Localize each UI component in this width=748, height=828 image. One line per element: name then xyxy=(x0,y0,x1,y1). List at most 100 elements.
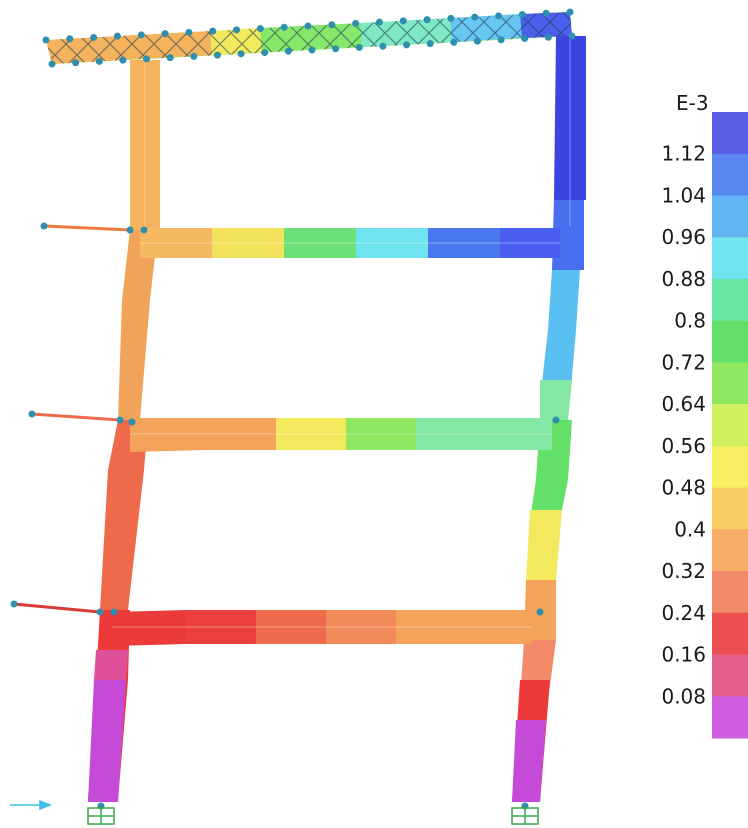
node-marker xyxy=(237,50,245,58)
node-marker xyxy=(375,18,383,26)
node-marker xyxy=(403,41,411,49)
legend-band xyxy=(712,612,748,656)
legend-band xyxy=(712,320,748,363)
node-marker xyxy=(161,30,169,38)
beam1-segment-4 xyxy=(326,610,396,644)
node-marker xyxy=(379,42,387,50)
legend-band xyxy=(712,404,748,447)
node-marker xyxy=(90,33,98,41)
node-marker xyxy=(473,37,481,45)
beam1-segment-5 xyxy=(396,610,466,644)
node-marker xyxy=(447,14,455,22)
node-marker xyxy=(304,22,312,30)
legend-tick-labels: 1.12 1.04 0.96 0.88 0.8 0.72 0.64 0.56 0.48 0.4 0.… xyxy=(661,142,706,709)
left-support xyxy=(87,807,115,825)
right-column-story3-lower xyxy=(540,380,572,420)
node-marker xyxy=(48,60,56,68)
node-marker xyxy=(28,410,36,418)
legend-tick-label: 0.08 xyxy=(661,684,706,708)
left-column-story3 xyxy=(118,230,158,420)
beam2-segment-5 xyxy=(416,418,486,450)
right-column-story3 xyxy=(540,270,580,400)
node-marker xyxy=(352,19,360,27)
node-marker xyxy=(96,608,104,616)
node-marker xyxy=(544,33,552,41)
legend-band xyxy=(712,529,748,572)
left-column-base xyxy=(88,680,126,802)
legend-band xyxy=(712,654,748,697)
legend-band xyxy=(712,153,748,196)
node-marker xyxy=(450,38,458,46)
beam3-segment-2 xyxy=(212,228,284,258)
node-marker xyxy=(568,32,576,40)
node-marker xyxy=(72,59,80,67)
legend-tick-label: 1.12 xyxy=(661,142,706,166)
beam1-segment-3 xyxy=(256,610,326,644)
beam2-segment-2 xyxy=(206,418,276,450)
roof-truss xyxy=(46,12,572,64)
node-marker xyxy=(521,35,529,43)
beam3-segment-5 xyxy=(428,228,500,258)
legend-tick-label: 1.04 xyxy=(661,183,706,207)
node-marker xyxy=(137,31,145,39)
node-marker xyxy=(213,51,221,59)
outrigger-level-2 xyxy=(31,412,121,422)
right-support xyxy=(511,807,539,825)
nodes xyxy=(10,8,576,810)
legend-tick-label: 0.24 xyxy=(661,601,706,625)
beam3-segment-6 xyxy=(500,228,560,258)
node-marker xyxy=(552,416,560,424)
legend-tick-label: 0.8 xyxy=(674,309,706,333)
legend-band xyxy=(712,571,748,614)
node-marker xyxy=(143,55,151,63)
node-marker xyxy=(332,45,340,53)
beam3-segment-4 xyxy=(356,228,428,258)
legend-band xyxy=(712,195,748,238)
node-marker xyxy=(308,46,316,54)
node-marker xyxy=(42,36,50,44)
node-marker xyxy=(185,28,193,36)
legend-band xyxy=(712,112,748,155)
roof-truss-bracing xyxy=(46,12,572,64)
node-marker xyxy=(423,16,431,24)
legend-band xyxy=(712,445,748,489)
node-marker xyxy=(328,21,336,29)
left-column xyxy=(88,60,160,802)
node-marker xyxy=(190,52,198,60)
beam2-segment-3 xyxy=(276,418,346,450)
node-marker xyxy=(536,608,544,616)
node-marker xyxy=(518,11,526,19)
node-marker xyxy=(542,9,550,17)
left-column-upper xyxy=(130,60,160,230)
node-marker xyxy=(113,32,121,40)
right-column-top xyxy=(554,36,586,200)
legend-tick-label: 0.88 xyxy=(661,267,706,291)
legend-color-bar xyxy=(712,112,748,739)
beam2-segment-1 xyxy=(130,418,206,452)
outrigger-level-3 xyxy=(43,224,131,232)
node-marker xyxy=(10,600,18,608)
node-marker xyxy=(426,40,434,48)
beam3-segment-3 xyxy=(284,228,356,258)
legend-band xyxy=(712,237,748,280)
node-marker xyxy=(399,17,407,25)
beam3-segment-1 xyxy=(140,228,212,258)
node-marker xyxy=(355,43,363,51)
node-marker xyxy=(95,57,103,65)
legend-tick-label: 0.32 xyxy=(661,559,706,583)
node-marker xyxy=(40,222,48,230)
node-marker xyxy=(209,27,217,35)
legend-band xyxy=(712,278,748,322)
node-marker xyxy=(280,23,288,31)
node-marker xyxy=(119,56,127,64)
legend-tick-label: 0.48 xyxy=(661,476,706,500)
legend-band xyxy=(712,362,748,405)
legend-exponent: E-3 xyxy=(676,91,709,115)
beam2-segment-6 xyxy=(486,418,552,450)
node-marker xyxy=(126,226,134,234)
node-marker xyxy=(497,36,505,44)
beam2-segment-4 xyxy=(346,418,416,450)
beam-level-1 xyxy=(112,610,532,646)
node-marker xyxy=(166,54,174,62)
